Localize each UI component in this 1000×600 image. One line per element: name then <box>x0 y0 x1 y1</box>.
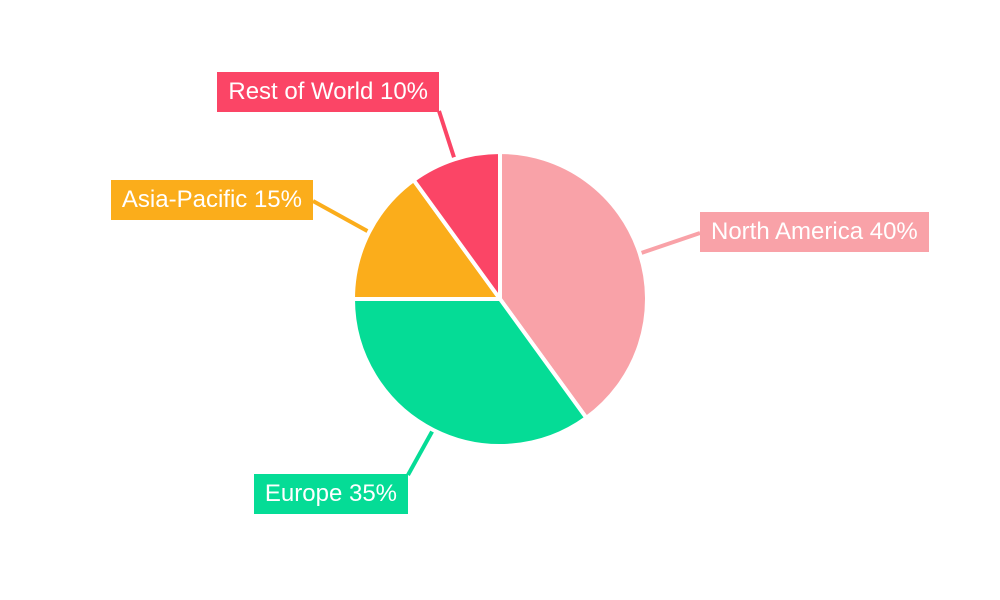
pie-label-asia-pacific: Asia-Pacific 15% <box>110 180 313 220</box>
pie-slice-asia-pacific[interactable] <box>351 178 502 301</box>
leader-line-north-america <box>631 231 701 258</box>
pie-label-rest-of-world: Rest of World 10% <box>217 72 439 112</box>
pie-label-north-america: North America 40% <box>700 212 929 252</box>
pie-slice-rest-of-world[interactable] <box>411 150 502 301</box>
pie-slice-europe[interactable] <box>351 297 589 448</box>
leader-line-asia-pacific <box>312 199 378 238</box>
pie-slice-north-america[interactable] <box>498 150 649 420</box>
pie-label-europe: Europe 35% <box>253 474 408 514</box>
